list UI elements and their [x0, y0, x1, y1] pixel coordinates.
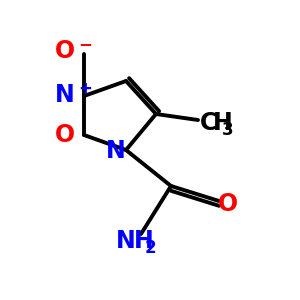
Text: +: +	[79, 80, 92, 98]
Text: O: O	[54, 123, 75, 147]
Text: H: H	[213, 111, 233, 135]
Text: 2: 2	[144, 239, 156, 257]
Text: O: O	[218, 192, 238, 216]
Text: C: C	[200, 111, 217, 135]
Text: N: N	[55, 83, 74, 107]
Text: −: −	[79, 35, 92, 53]
Text: N: N	[116, 230, 135, 254]
Text: 3: 3	[222, 121, 233, 139]
Text: N: N	[106, 140, 125, 164]
Text: H: H	[134, 230, 153, 254]
Text: O: O	[54, 39, 75, 63]
